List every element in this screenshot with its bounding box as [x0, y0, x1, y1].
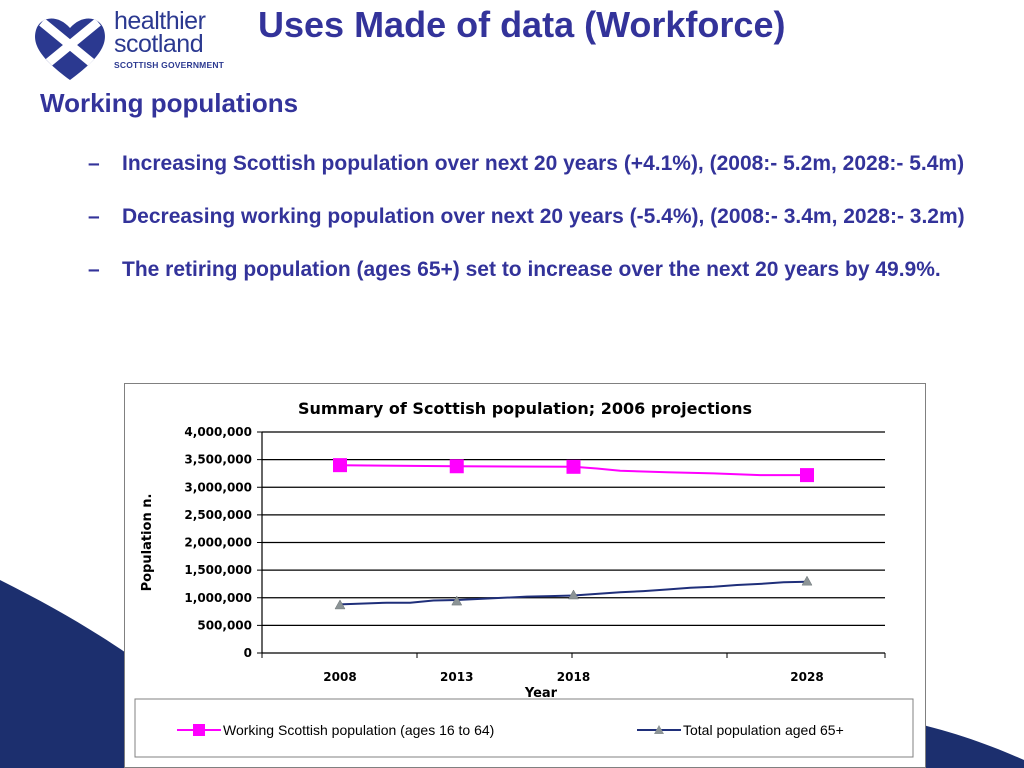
- logo-text-healthier: healthier: [114, 7, 206, 35]
- y-tick-label: 1,500,000: [184, 563, 252, 577]
- y-tick-label: 4,000,000: [184, 425, 252, 439]
- saltire-heart-icon: [35, 18, 105, 80]
- logo-text-scotland: scotland: [114, 30, 204, 58]
- slide-title: Uses Made of data (Workforce): [258, 4, 786, 45]
- legend-marker-square: [193, 724, 205, 736]
- y-tick-label: 3,500,000: [184, 453, 252, 467]
- healthier-scotland-logo: healthier scotland SCOTTISH GOVERNMENT: [30, 4, 240, 90]
- data-point-triangle: [568, 589, 579, 600]
- y-tick-label: 1,000,000: [184, 591, 252, 605]
- y-tick-label: 2,000,000: [184, 536, 252, 550]
- series-line-2: [339, 580, 808, 606]
- section-heading: Working populations: [40, 88, 299, 118]
- logo-text-scottish-government: SCOTTISH GOVERNMENT: [114, 60, 225, 70]
- x-axis-label: Year: [524, 686, 558, 701]
- population-chart: Summary of Scottish population; 2006 pro…: [124, 383, 926, 768]
- data-point-square: [449, 459, 464, 474]
- y-tick-label: 2,500,000: [184, 508, 252, 522]
- bullet-text: Increasing Scottish population over next…: [122, 152, 965, 175]
- bullet-dash: –: [88, 258, 100, 281]
- bullet-list: – Increasing Scottish population over ne…: [88, 148, 1008, 307]
- x-tick-label: 2028: [790, 670, 823, 684]
- x-tick-label: 2013: [440, 670, 473, 684]
- y-tick-label: 500,000: [197, 618, 252, 632]
- y-axis-label: Population n.: [140, 494, 155, 592]
- chart-title: Summary of Scottish population; 2006 pro…: [298, 399, 752, 418]
- y-tick-label: 3,000,000: [184, 480, 252, 494]
- legend-label-retired: Total population aged 65+: [683, 722, 844, 738]
- bullet-dash: –: [88, 205, 100, 228]
- x-tick-label: 2008: [323, 670, 356, 684]
- legend-box: [134, 698, 914, 758]
- data-point-square: [800, 468, 814, 483]
- bullet-text: The retiring population (ages 65+) set t…: [122, 258, 941, 281]
- y-tick-label: 0: [244, 646, 252, 660]
- bullet-item: – Decreasing working population over nex…: [88, 201, 1008, 232]
- data-point-triangle: [334, 599, 346, 610]
- bullet-dash: –: [88, 152, 100, 175]
- legend-label-working: Working Scottish population (ages 16 to …: [223, 722, 494, 738]
- data-point-square: [333, 458, 347, 473]
- bullet-item: – The retiring population (ages 65+) set…: [88, 254, 1008, 285]
- chart-canvas: Summary of Scottish population; 2006 pro…: [134, 399, 914, 758]
- tick-layer: 0 500,000 1,000,000 1,500,000 2,000,000 2,500…: [184, 425, 886, 684]
- data-point-square: [566, 459, 581, 474]
- legend-marker-triangle: [654, 725, 664, 734]
- bullet-item: – Increasing Scottish population over ne…: [88, 148, 1008, 179]
- series-line-1: [339, 464, 807, 477]
- data-point-triangle: [801, 575, 813, 586]
- series-layer: [333, 458, 814, 610]
- x-tick-label: 2018: [557, 670, 590, 684]
- data-point-triangle: [451, 595, 463, 606]
- chart-legend: Working Scottish population (ages 16 to …: [134, 698, 914, 758]
- bullet-text: Decreasing working population over next …: [122, 205, 965, 228]
